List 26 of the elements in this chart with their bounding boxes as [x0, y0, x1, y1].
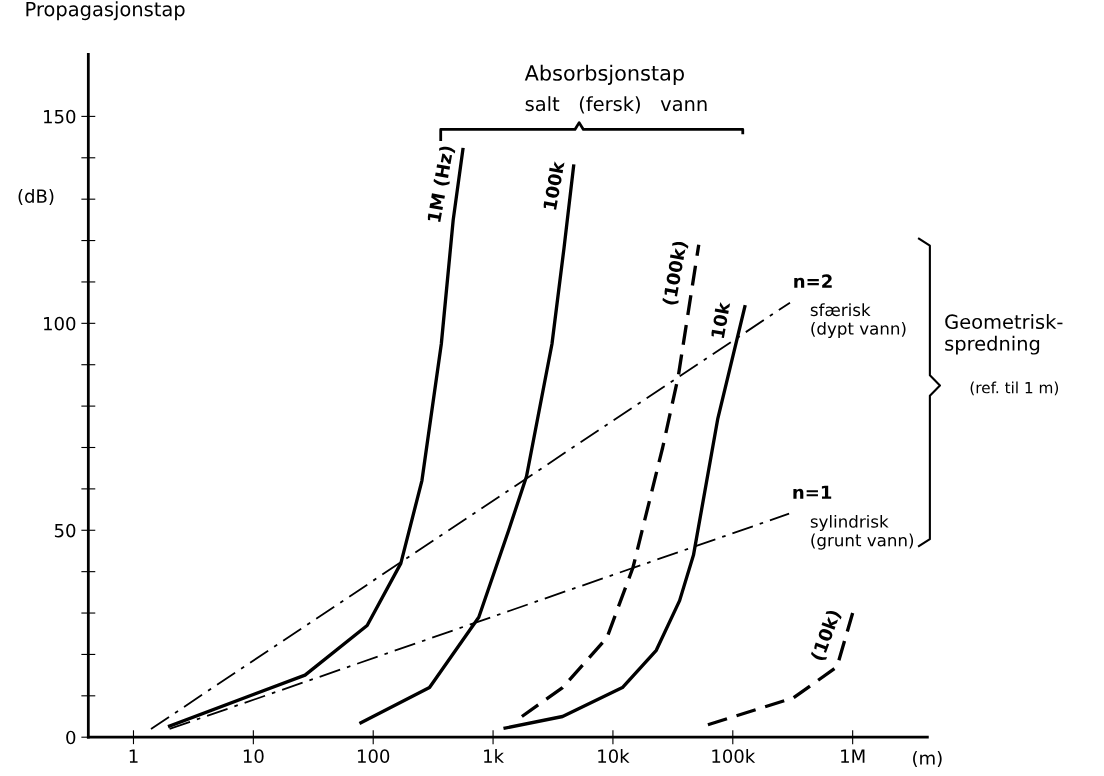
series-label: n=2	[794, 274, 832, 288]
y-axis-title: Propagasjonstap	[26, 1, 185, 21]
x-tick-label: 1k	[484, 749, 504, 763]
x-tick-label: 1M	[841, 749, 865, 763]
x-tick-label: 100k	[712, 749, 756, 763]
annotation: Absorbsjonstap	[524, 64, 684, 85]
series-label: n=1	[793, 485, 832, 499]
text: (dB)	[18, 188, 54, 206]
annotation: sylindrisk (grunt vann)	[810, 514, 914, 550]
annotation: salt (fersk) vann	[525, 96, 707, 114]
y-tick-label: 150	[44, 109, 76, 124]
text: 10k	[710, 300, 731, 339]
y-tick-label: 50	[54, 523, 76, 538]
annotation: sfærisk (dypt vann)	[810, 303, 906, 339]
text: (100k)	[661, 240, 689, 306]
text: (ref. til 1 m)	[970, 381, 1059, 396]
x-tick-label: 100	[357, 749, 390, 763]
y-tick-label: 0	[66, 730, 76, 745]
text: 100k	[542, 160, 565, 210]
x-tick-label: 1	[129, 749, 138, 763]
x-tick-label: 10k	[598, 749, 630, 763]
y-tick-label: 100	[44, 316, 76, 331]
x-tick-label: 10	[243, 749, 264, 763]
x-axis-title: (m)	[913, 750, 942, 767]
text: 1M (Hz)	[426, 145, 456, 223]
text: Geometrisk- spredning	[945, 314, 1063, 355]
